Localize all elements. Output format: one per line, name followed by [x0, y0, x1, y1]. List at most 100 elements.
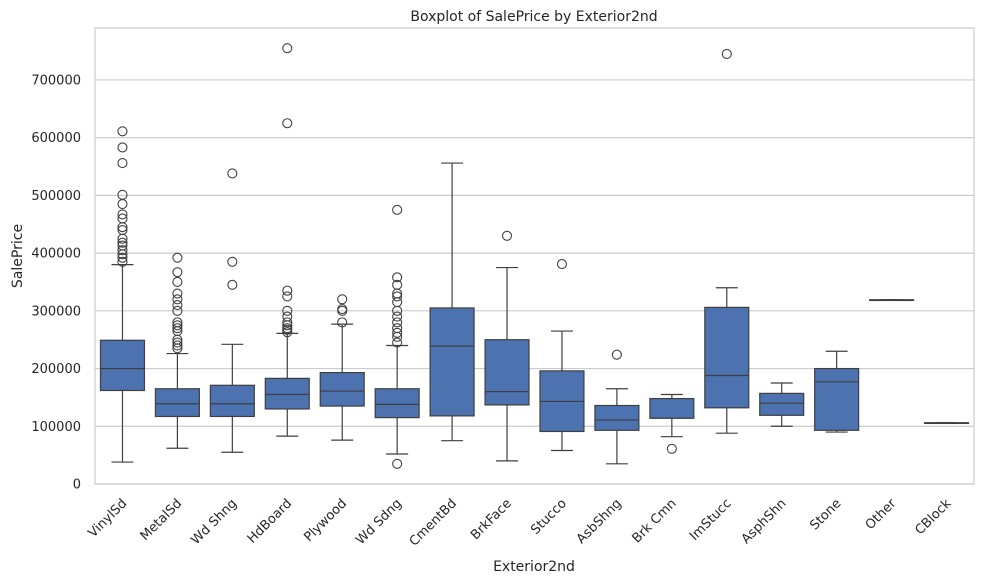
- outlier-point: [611, 349, 622, 360]
- plot-frame: [94, 27, 975, 485]
- outlier-point: [392, 337, 403, 348]
- outlier-point: [282, 311, 293, 322]
- box-group: [484, 230, 530, 462]
- outlier-point: [117, 256, 128, 267]
- outlier-point: [172, 294, 183, 305]
- y-tick-label: 700000: [31, 73, 81, 88]
- outlier-point: [282, 291, 293, 302]
- box-group: [923, 422, 970, 425]
- outlier-point: [172, 337, 183, 348]
- outlier-point: [282, 43, 293, 54]
- outlier-point: [117, 245, 128, 256]
- outlier-point: [172, 323, 183, 334]
- y-axis-label: SalePrice: [10, 224, 26, 288]
- y-tick-label: 600000: [31, 131, 81, 146]
- box-group: [154, 252, 200, 449]
- outlier-point: [392, 458, 403, 469]
- box-iqr: [209, 384, 255, 418]
- box-group: [99, 126, 146, 463]
- x-axis-label: Exterior2nd: [493, 559, 575, 575]
- outlier-point: [392, 311, 403, 322]
- box-group: [869, 299, 915, 302]
- outlier-point: [117, 240, 128, 251]
- outlier-point: [117, 158, 128, 169]
- y-tick-label: 100000: [31, 420, 81, 435]
- outlier-point: [556, 259, 568, 270]
- outlier-point: [392, 291, 403, 302]
- outlier-point: [282, 285, 293, 296]
- box-group: [704, 48, 750, 434]
- y-tick-label: 200000: [31, 362, 81, 377]
- box-group: [649, 393, 695, 454]
- outlier-point: [392, 323, 403, 334]
- outlier-point: [172, 252, 183, 263]
- outlier-point: [227, 168, 238, 179]
- outlier-point: [392, 279, 403, 290]
- outlier-point: [172, 288, 183, 299]
- box-iqr: [814, 367, 860, 431]
- outlier-point: [227, 279, 238, 290]
- outlier-point: [392, 317, 403, 328]
- box-iqr: [759, 392, 805, 416]
- box-iqr: [484, 339, 530, 406]
- outlier-point: [117, 252, 128, 263]
- outlier-point: [117, 126, 128, 137]
- box-group: [594, 349, 640, 465]
- outlier-point: [117, 224, 128, 236]
- outlier-point: [337, 317, 348, 328]
- outlier-point: [282, 118, 293, 129]
- outlier-point: [117, 237, 128, 248]
- box-iqr: [704, 306, 750, 409]
- outlier-point: [172, 317, 183, 328]
- outlier-point: [117, 189, 128, 200]
- outlier-point: [392, 204, 403, 215]
- box-iqr: [154, 388, 200, 418]
- boxes-layer: [99, 43, 970, 469]
- box-iqr: [264, 377, 310, 410]
- box-group: [209, 168, 255, 453]
- y-tick-label: 500000: [31, 189, 81, 204]
- box-group: [429, 162, 475, 442]
- outlier-point: [117, 142, 128, 153]
- outlier-point: [172, 340, 183, 351]
- box-group: [814, 350, 860, 433]
- outlier-point: [392, 272, 403, 283]
- outlier-point: [117, 209, 128, 220]
- y-tick-label: 400000: [31, 247, 81, 262]
- box-iqr: [594, 404, 640, 431]
- outlier-point: [227, 256, 238, 267]
- box-iqr: [319, 371, 365, 407]
- outlier-point: [282, 327, 293, 338]
- outlier-point: [172, 300, 183, 311]
- y-tick-label: 0: [73, 478, 81, 493]
- outlier-point: [172, 320, 183, 331]
- y-tick-labels: 0 100000 200000 300000 400000 500000 600000 700…: [31, 73, 81, 492]
- outlier-point: [172, 305, 183, 316]
- box-group: [539, 259, 585, 452]
- outlier-point: [501, 230, 513, 241]
- outlier-point: [392, 327, 403, 338]
- box-group: [374, 204, 420, 469]
- outlier-point: [282, 323, 293, 334]
- outlier-point: [337, 294, 348, 305]
- outlier-point: [666, 443, 677, 454]
- box-iqr: [99, 339, 146, 392]
- box-group: [264, 43, 310, 437]
- outlier-point: [172, 276, 183, 288]
- outlier-point: [337, 304, 348, 315]
- box-group: [319, 294, 365, 441]
- box-iqr: [429, 307, 475, 417]
- box-group: [759, 382, 805, 427]
- outlier-point: [721, 48, 732, 60]
- box-iqr: [649, 397, 695, 419]
- gridlines: [95, 79, 974, 485]
- box-iqr: [374, 388, 420, 419]
- y-tick-label: 300000: [31, 304, 81, 319]
- outlier-point: [172, 267, 183, 278]
- outlier-point: [117, 213, 128, 224]
- chart-title: Boxplot of SalePrice by Exterior2nd: [410, 9, 657, 25]
- outlier-point: [282, 317, 293, 328]
- outlier-point: [282, 305, 293, 316]
